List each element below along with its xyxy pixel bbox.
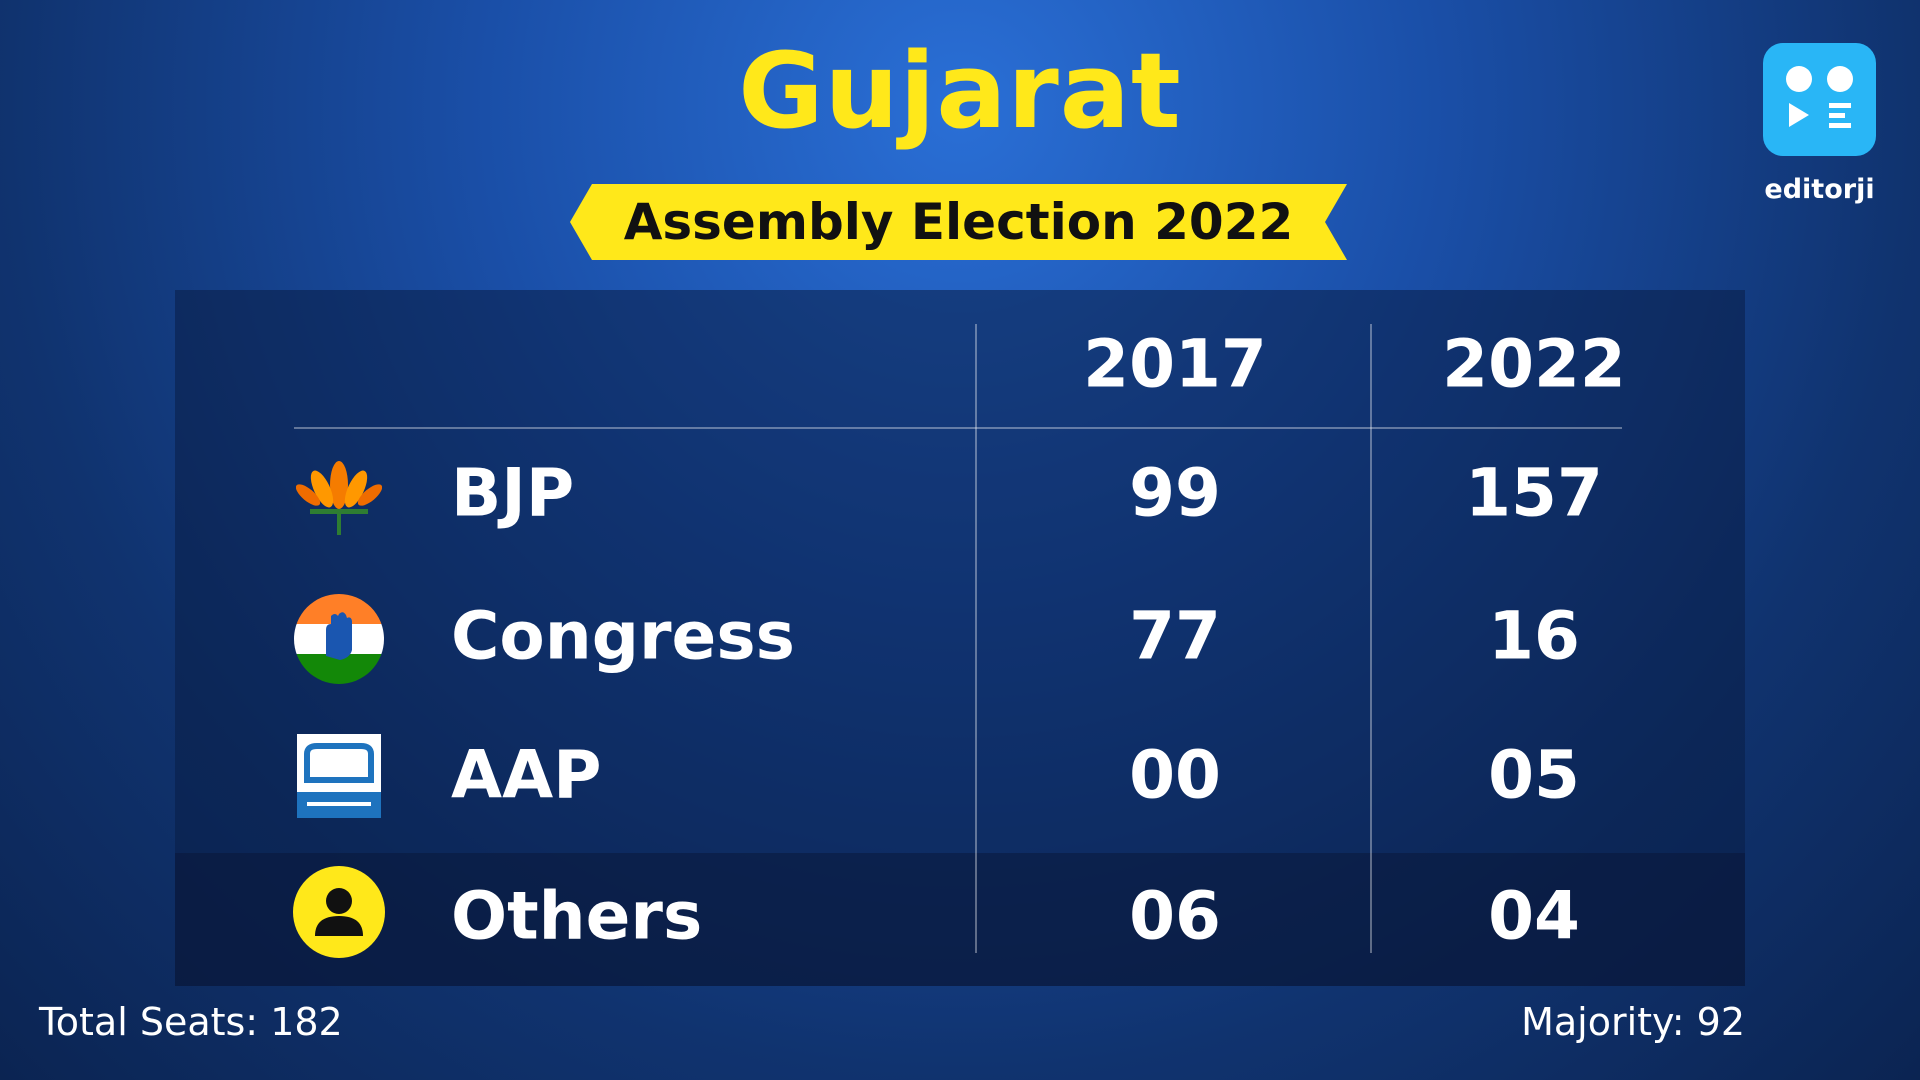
seat-count: 77 bbox=[1129, 597, 1221, 675]
brand-logo bbox=[1763, 43, 1876, 156]
row-band bbox=[175, 853, 1745, 986]
party-name: Others bbox=[451, 877, 703, 955]
seat-count: 06 bbox=[1129, 877, 1221, 955]
seat-count: 16 bbox=[1488, 597, 1580, 675]
party-name: AAP bbox=[451, 736, 602, 814]
others-icon bbox=[293, 866, 385, 958]
column-divider bbox=[1370, 324, 1372, 953]
header-rule bbox=[294, 427, 1622, 429]
column-divider bbox=[975, 324, 977, 953]
subtitle-banner bbox=[570, 184, 1347, 260]
seat-count: 04 bbox=[1488, 877, 1580, 955]
party-name: Congress bbox=[451, 597, 795, 675]
congress-icon bbox=[294, 594, 384, 684]
aap-icon bbox=[297, 734, 381, 818]
total-seats: Total Seats: 182 bbox=[39, 1000, 343, 1044]
seat-count: 99 bbox=[1129, 454, 1221, 532]
seat-count: 157 bbox=[1465, 454, 1603, 532]
brand-name: editorji bbox=[1764, 174, 1875, 205]
seat-count: 05 bbox=[1488, 736, 1580, 814]
column-header: 2022 bbox=[1442, 325, 1626, 403]
column-header: 2017 bbox=[1083, 325, 1267, 403]
title: Gujarat bbox=[738, 30, 1182, 152]
table-panel bbox=[175, 290, 1745, 986]
seat-count: 00 bbox=[1129, 736, 1221, 814]
subtitle: Assembly Election 2022 bbox=[623, 193, 1294, 251]
majority: Majority: 92 bbox=[1521, 1000, 1745, 1044]
party-name: BJP bbox=[451, 454, 575, 532]
bjp-icon bbox=[296, 461, 382, 535]
